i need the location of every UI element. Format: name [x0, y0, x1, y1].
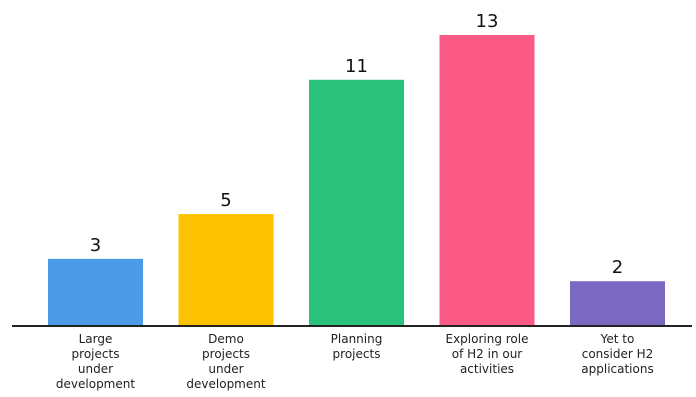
- x-tick-label-line: applications: [581, 362, 653, 376]
- bar-5: [570, 281, 665, 326]
- x-tick-label-line: consider H2: [582, 347, 654, 361]
- x-tick-label-1: Large projects under development: [56, 332, 135, 391]
- x-tick-label-line: Exploring role: [445, 332, 528, 346]
- x-tick-label-line: development: [56, 377, 135, 391]
- bar-3: [309, 79, 404, 327]
- x-tick-label-line: of H2 in our: [452, 347, 523, 361]
- x-tick-label-line: Planning: [331, 332, 383, 346]
- x-tick-label-2: Demo projects under development: [186, 332, 265, 391]
- bar-4: [439, 35, 535, 326]
- value-label-5: 2: [612, 257, 623, 278]
- x-tick-label-line: projects: [202, 347, 250, 361]
- x-tick-label-line: under: [208, 362, 243, 376]
- x-tick-label-line: projects: [333, 347, 381, 361]
- bar-1: [48, 258, 143, 326]
- bar-2: [178, 214, 274, 326]
- value-label-2: 5: [220, 190, 231, 211]
- x-tick-label-3: Planning projects: [331, 332, 383, 361]
- x-tick-label-5: Yet to consider H2 applications: [581, 332, 653, 376]
- x-tick-label-line: under: [78, 362, 113, 376]
- x-tick-label-line: projects: [72, 347, 120, 361]
- value-label-4: 13: [476, 11, 499, 32]
- x-tick-label-line: Demo: [208, 332, 244, 346]
- x-tick-label-line: development: [186, 377, 265, 391]
- x-tick-label-line: Large: [79, 332, 113, 346]
- value-label-1: 3: [90, 235, 101, 256]
- value-label-3: 11: [345, 56, 368, 77]
- x-tick-label-4: Exploring role of H2 in our activities: [445, 332, 528, 376]
- bars-group: [48, 35, 665, 327]
- x-tick-label-line: Yet to: [600, 332, 635, 346]
- x-tick-label-line: activities: [460, 362, 514, 376]
- value-labels-group: 3 5 11 13 2: [90, 11, 623, 278]
